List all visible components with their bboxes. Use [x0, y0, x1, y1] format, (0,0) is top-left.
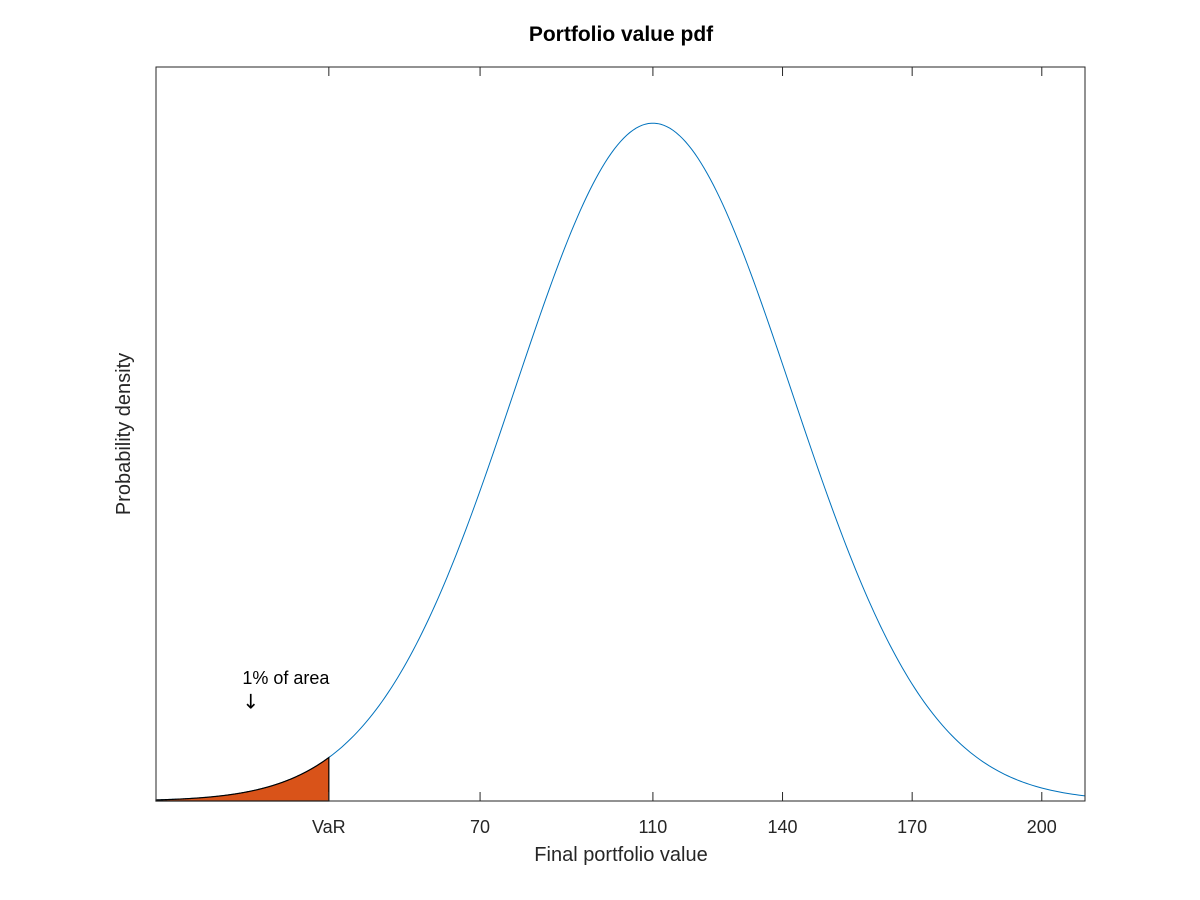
tail-area-fill: [155, 756, 330, 802]
x-tick-label: 70: [470, 817, 490, 837]
plot-area: VaR 70 110 140 170 200: [155, 66, 1086, 837]
x-tick-label: 140: [768, 817, 798, 837]
x-axis-label: Final portfolio value: [534, 844, 707, 866]
annotation-text: 1% of area: [242, 668, 330, 688]
x-tick-label: 170: [897, 817, 927, 837]
x-tick-label: VaR: [312, 817, 346, 837]
y-axis-label: Probability density: [113, 353, 135, 515]
x-tick-label: 110: [639, 817, 668, 837]
chart-title: Portfolio value pdf: [529, 23, 714, 46]
x-tick-label: 200: [1027, 817, 1057, 837]
axes-box: [155, 66, 1086, 802]
annotation-arrow: ↓: [242, 690, 259, 714]
density-curve-line: [155, 122, 1086, 801]
